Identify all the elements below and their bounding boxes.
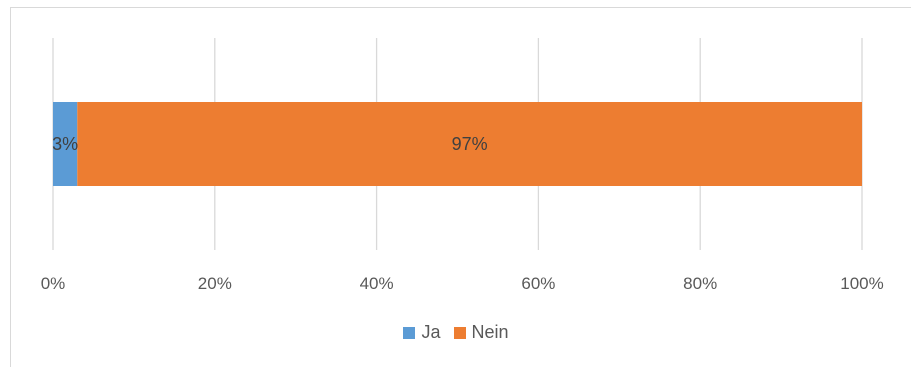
x-tick-label: 60% (521, 274, 555, 293)
x-axis-ticks: 0% 20% 40% 60% 80% 100% (41, 274, 884, 293)
legend-label-ja: Ja (421, 322, 441, 342)
x-tick-label: 20% (198, 274, 232, 293)
legend-item-ja: Ja (403, 322, 440, 343)
x-tick-label: 80% (683, 274, 717, 293)
data-label-ja: 3% (52, 134, 78, 154)
x-tick-label: 40% (360, 274, 394, 293)
legend-item-nein: Nein (453, 322, 509, 343)
legend: Ja Nein (0, 322, 912, 344)
data-labels: 3% 97% (52, 134, 488, 154)
x-tick-label: 100% (840, 274, 883, 293)
bar-segment-nein (77, 102, 862, 186)
chart-frame (10, 7, 911, 367)
bar-segment-ja (53, 102, 78, 186)
legend-swatch-ja (403, 326, 416, 339)
x-tick-label: 0% (41, 274, 66, 293)
bars (53, 102, 862, 186)
legend-swatch-nein (453, 326, 466, 339)
data-label-nein: 97% (452, 134, 488, 154)
legend-label-nein: Nein (471, 322, 509, 342)
